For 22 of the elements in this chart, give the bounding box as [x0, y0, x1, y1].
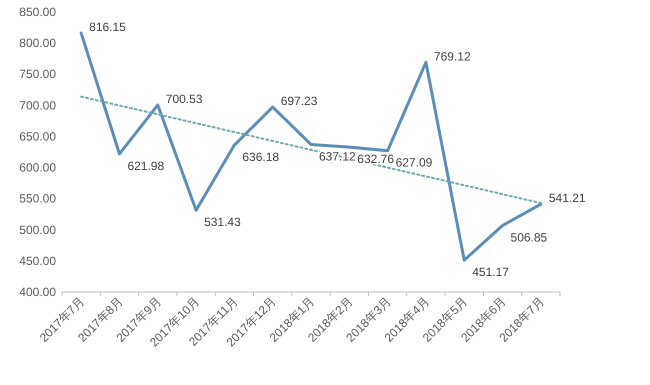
data-label: 632.76 — [357, 152, 394, 166]
data-label: 506.85 — [510, 230, 548, 245]
data-label: 769.12 — [434, 49, 471, 64]
y-tick-label: 500.00 — [19, 222, 56, 237]
y-tick-label: 700.00 — [19, 98, 56, 112]
y-tick-label: 400.00 — [19, 285, 56, 299]
data-label: 621.98 — [127, 158, 164, 173]
data-label: 541.21 — [548, 191, 586, 206]
y-tick-label: 550.00 — [19, 192, 56, 206]
y-tick-label: 600.00 — [19, 160, 56, 175]
data-label: 636.18 — [242, 150, 280, 164]
y-tick-label: 850.00 — [19, 5, 56, 19]
data-label: 531.43 — [204, 215, 242, 230]
data-label: 816.15 — [89, 20, 126, 34]
y-tick-label: 750.00 — [19, 67, 56, 82]
data-label: 627.09 — [396, 156, 433, 170]
y-tick-label: 800.00 — [19, 36, 56, 50]
data-label: 451.17 — [472, 265, 510, 280]
y-tick-label: 650.00 — [19, 129, 56, 144]
data-label: 700.53 — [166, 92, 203, 106]
y-tick-label: 450.00 — [19, 254, 56, 268]
data-label: 697.23 — [280, 94, 318, 108]
